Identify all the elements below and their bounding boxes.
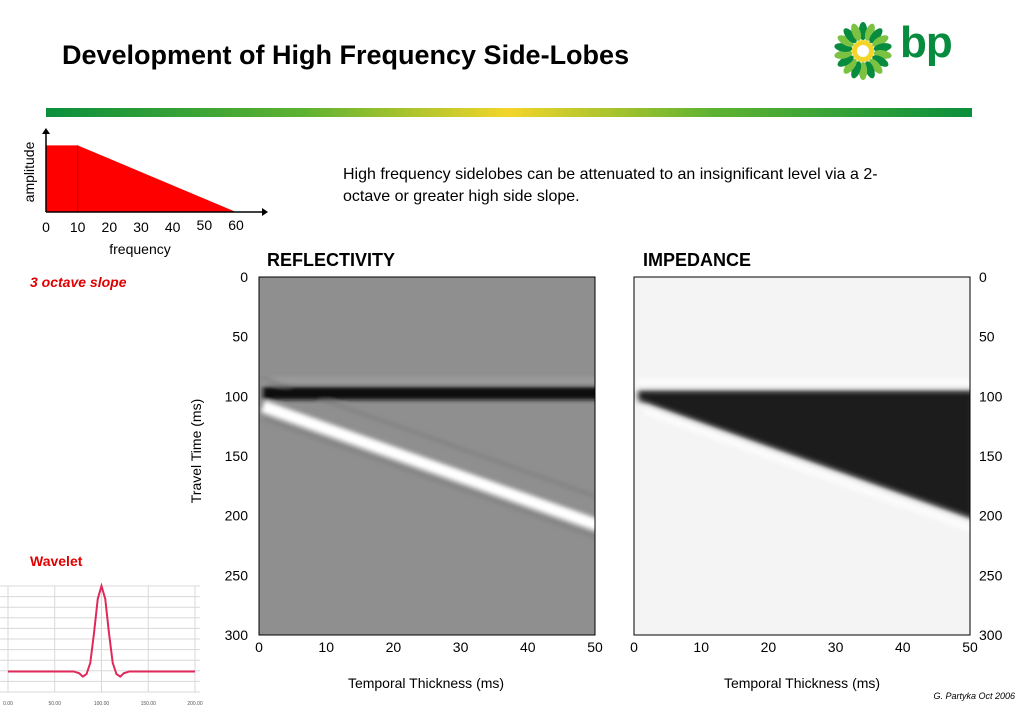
travel-time-tick-left: 100 xyxy=(225,388,249,404)
travel-time-tick-left: 0 xyxy=(240,269,248,285)
impedance-frame xyxy=(633,276,971,636)
reflectivity-frame xyxy=(258,276,596,636)
bp-logo-text: bp xyxy=(900,18,953,67)
impedance-x-label: Temporal Thickness (ms) xyxy=(724,675,880,691)
impedance-halo-base xyxy=(643,407,970,531)
header-divider-bar xyxy=(46,108,972,117)
travel-time-tick-left: 200 xyxy=(225,508,249,524)
slide-title: Development of High Frequency Side-Lobes xyxy=(62,40,630,70)
reflectivity-heatmap xyxy=(259,277,595,635)
travel-time-tick-left: 150 xyxy=(225,448,249,464)
impedance-x-tick: 40 xyxy=(895,639,911,655)
travel-time-tick-left: 50 xyxy=(232,329,248,345)
wavelet-x-tick: 200.00 xyxy=(187,701,203,707)
spectrum-y-label: amplitude xyxy=(21,141,37,202)
base-sidelobe-band xyxy=(262,415,595,539)
octave-slope-label: 3 octave slope xyxy=(30,274,127,290)
travel-time-tick-right: 0 xyxy=(979,269,987,285)
reflectivity-x-tick: 20 xyxy=(386,639,402,655)
x-axis-arrow-icon xyxy=(262,208,268,216)
reflectivity-x-tick: 30 xyxy=(453,639,469,655)
impedance-title: IMPEDANCE xyxy=(643,250,752,270)
travel-time-tick-right: 50 xyxy=(979,329,995,345)
spectrum-x-tick: 50 xyxy=(197,217,213,233)
wavelet-chart: 0.00 50.00 100.00 150.00 200.00 xyxy=(0,582,203,707)
impedance-x-tick: 0 xyxy=(630,639,638,655)
reflectivity-x-label: Temporal Thickness (ms) xyxy=(348,675,504,691)
author-credit: G. Partyka Oct 2006 xyxy=(933,691,1015,701)
impedance-heatmap xyxy=(634,277,970,635)
spectrum-x-tick: 60 xyxy=(228,217,244,233)
wavelet-x-tick: 0.00 xyxy=(3,701,13,707)
travel-time-tick-left: 300 xyxy=(225,627,249,643)
impedance-wedge xyxy=(638,390,970,519)
reflectivity-title: REFLECTIVITY xyxy=(267,250,396,270)
travel-time-tick-right: 100 xyxy=(979,388,1003,404)
y-axis-arrow-icon xyxy=(42,128,50,134)
reflectivity-x-tick: 10 xyxy=(318,639,334,655)
wavelet-label: Wavelet xyxy=(30,553,83,569)
spectrum-x-label: frequency xyxy=(109,241,170,257)
wavelet-x-tick: 50.00 xyxy=(48,701,61,707)
spectrum-area xyxy=(46,145,236,212)
description-text: High frequency sidelobes can be attenuat… xyxy=(343,166,878,205)
wavelet-x-tick: 150.00 xyxy=(141,701,157,707)
reflectivity-x-tick: 50 xyxy=(587,639,603,655)
spectrum-x-tick: 0 xyxy=(42,219,50,235)
spectrum-x-tick: 40 xyxy=(165,219,181,235)
impedance-x-tick: 20 xyxy=(761,639,777,655)
spectrum-x-tick: 10 xyxy=(70,219,86,235)
reflectivity-x-tick: 0 xyxy=(255,639,263,655)
travel-time-tick-right: 200 xyxy=(979,508,1003,524)
travel-time-tick-left: 250 xyxy=(225,567,249,583)
spectrum-x-tick: 30 xyxy=(133,219,149,235)
amplitude-spectrum-chart: 0 10 20 30 40 50 60 frequency amplitude xyxy=(21,128,268,257)
travel-time-axis-label: Travel Time (ms) xyxy=(188,399,204,503)
wavelet-trace xyxy=(8,582,195,678)
travel-time-tick-right: 300 xyxy=(979,627,1003,643)
reflectivity-x-tick: 40 xyxy=(520,639,536,655)
bp-helios-logo-icon xyxy=(834,22,892,80)
impedance-x-tick: 10 xyxy=(693,639,709,655)
spectrum-x-tick: 20 xyxy=(102,219,118,235)
travel-time-tick-right: 150 xyxy=(979,448,1003,464)
wavelet-x-tick: 100.00 xyxy=(94,701,110,707)
base-reflector-band xyxy=(260,400,595,531)
impedance-x-tick: 30 xyxy=(828,639,844,655)
impedance-x-tick: 50 xyxy=(962,639,978,655)
travel-time-tick-right: 250 xyxy=(979,567,1003,583)
